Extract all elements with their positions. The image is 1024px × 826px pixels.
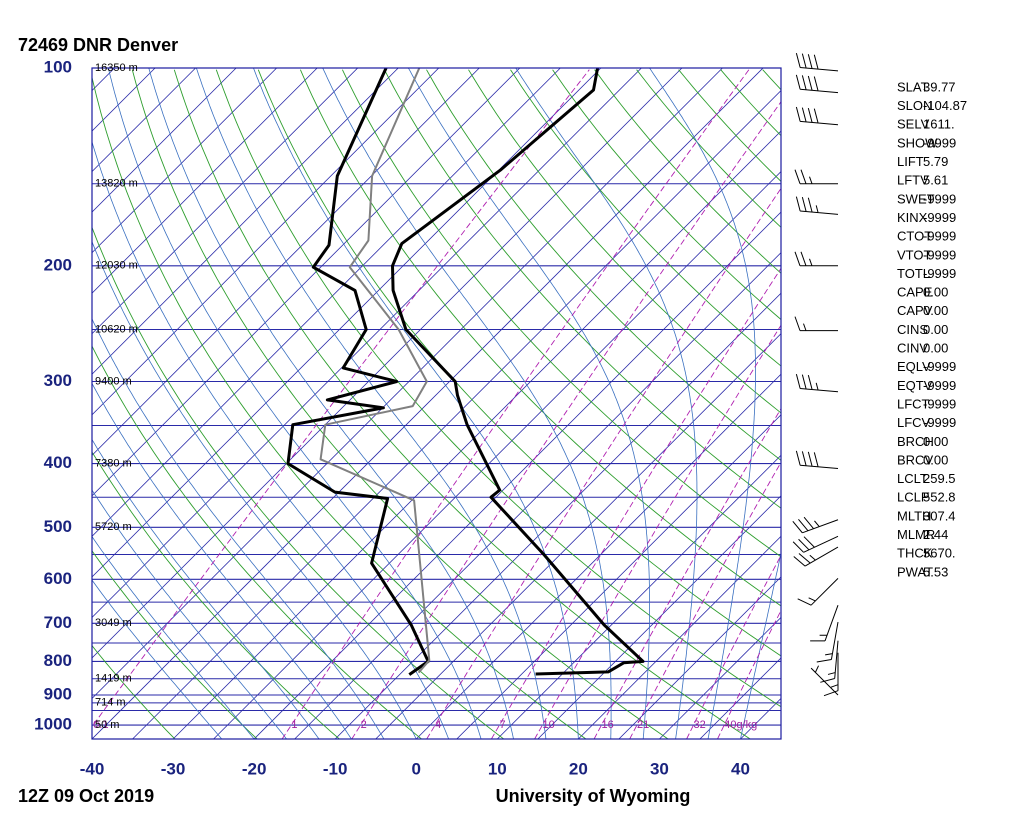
- mixing-ratio-label: 32: [694, 719, 706, 731]
- index-value: -9999: [923, 191, 956, 206]
- date-label: 12Z 09 Oct 2019: [18, 786, 154, 806]
- x-tick-label: 40: [731, 759, 750, 778]
- index-value: 39.77: [923, 79, 956, 94]
- x-tick-label: 20: [569, 759, 588, 778]
- height-label: 50 m: [95, 719, 119, 731]
- y-tick-label: 500: [44, 517, 72, 536]
- mixing-ratio-label: 10: [542, 719, 554, 731]
- height-label: 1419 m: [95, 673, 132, 685]
- y-tick-label: 200: [44, 255, 72, 274]
- x-tick-label: 30: [650, 759, 669, 778]
- height-label: 10620 m: [95, 323, 138, 335]
- mixing-ratio-label: 1: [291, 719, 297, 731]
- index-value: 259.5: [923, 471, 956, 486]
- x-tick-label: 10: [488, 759, 507, 778]
- height-label: 9400 m: [95, 375, 132, 387]
- y-tick-label: 600: [44, 569, 72, 588]
- index-value: 0.00: [923, 322, 948, 337]
- index-value: 5.61: [923, 173, 948, 188]
- source-label: University of Wyoming: [496, 786, 691, 806]
- x-tick-label: -30: [161, 759, 186, 778]
- x-tick-label: 0: [412, 759, 421, 778]
- mixing-ratio-label: 21: [637, 719, 649, 731]
- height-label: 5720 m: [95, 521, 132, 533]
- mixing-ratio-label: 16: [602, 719, 614, 731]
- index-value: -9999: [923, 135, 956, 150]
- x-tick-label: -40: [80, 759, 105, 778]
- x-tick-label: -10: [323, 759, 348, 778]
- index-value: -9999: [923, 266, 956, 281]
- height-label: 16350 m: [95, 62, 138, 74]
- y-tick-label: 100: [44, 57, 72, 76]
- index-value: 0.00: [923, 285, 948, 300]
- y-tick-label: 1000: [34, 715, 72, 734]
- index-value: -9999: [923, 378, 956, 393]
- index-value: 0.00: [923, 452, 948, 467]
- height-label: 3049 m: [95, 617, 132, 629]
- index-value: 5670.: [923, 546, 956, 561]
- index-value: 0.00: [923, 341, 948, 356]
- index-value: -9999: [923, 415, 956, 430]
- index-value: 0.00: [923, 434, 948, 449]
- index-value: 307.4: [923, 508, 956, 523]
- index-value: -9999: [923, 229, 956, 244]
- index-value: 0.00: [923, 303, 948, 318]
- index-value: -104.87: [923, 98, 967, 113]
- index-value: -9999: [923, 210, 956, 225]
- height-label: 714 m: [95, 697, 126, 709]
- index-value: -9999: [923, 359, 956, 374]
- mixing-ratio-label: 2: [361, 719, 367, 731]
- y-tick-label: 900: [44, 684, 72, 703]
- y-tick-label: 700: [44, 613, 72, 632]
- height-label: 13820 m: [95, 178, 138, 190]
- index-value: -9999: [923, 247, 956, 262]
- index-value: -9999: [923, 396, 956, 411]
- y-tick-label: 800: [44, 651, 72, 670]
- y-tick-label: 300: [44, 371, 72, 390]
- index-value: 5.79: [923, 154, 948, 169]
- index-value: 5.53: [923, 564, 948, 579]
- index-value: 552.8: [923, 490, 956, 505]
- height-label: 12030 m: [95, 260, 138, 272]
- y-tick-label: 400: [44, 453, 72, 472]
- mixing-ratio-label: 4: [435, 719, 441, 731]
- index-value: 2.44: [923, 527, 948, 542]
- mixing-ratio-label: 7: [499, 719, 505, 731]
- index-name: LIFT: [897, 154, 924, 169]
- chart-title: 72469 DNR Denver: [18, 35, 178, 55]
- x-tick-label: -20: [242, 759, 267, 778]
- index-value: 1611.: [923, 117, 955, 132]
- mixing-ratio-label: 40g/kg: [724, 719, 757, 731]
- height-label: 7380 m: [95, 458, 132, 470]
